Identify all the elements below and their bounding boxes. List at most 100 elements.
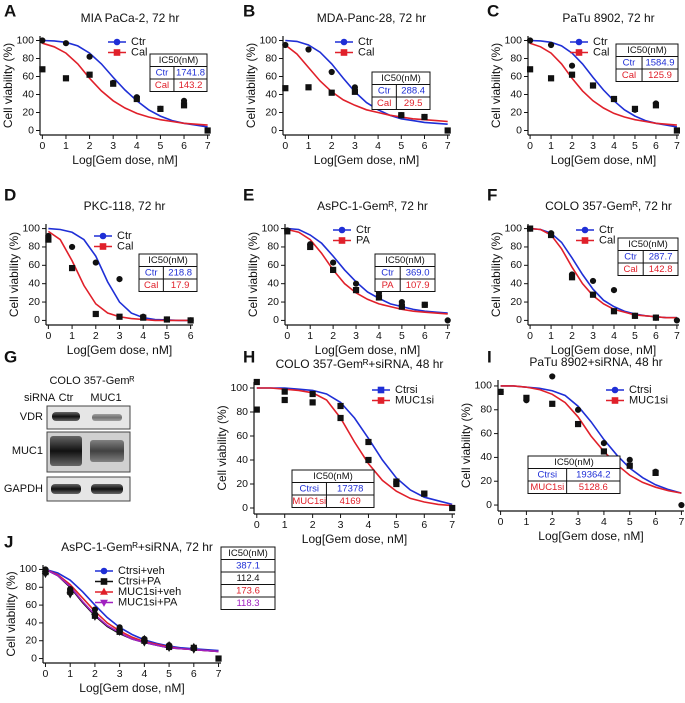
data-point: [116, 275, 123, 283]
data-point: [187, 317, 194, 324]
panel-letter: A: [4, 1, 16, 20]
panel-letter: G: [4, 347, 17, 366]
data-point: [549, 400, 556, 407]
x-tick-label: 4: [140, 330, 146, 342]
x-tick-label: 4: [611, 140, 617, 152]
ic50-header: IC50(nM): [228, 548, 268, 559]
chart-panel: PaTu 8902, 72 hr 0 20 40 60 80 100 0 1 2 3 4 5 6 7 Log[…: [489, 11, 681, 167]
x-tick-label: 7: [674, 330, 680, 342]
data-point: [398, 303, 405, 310]
x-axis-label: Log[Gem dose, nM]: [315, 343, 420, 357]
fit-curve: [256, 387, 453, 506]
x-tick-label: 1: [523, 516, 529, 528]
fit-curve: [256, 387, 453, 507]
y-tick-label: 60: [510, 70, 522, 82]
x-tick-label: 5: [398, 140, 404, 152]
ic50-value: 112.4: [236, 573, 259, 584]
data-point: [68, 243, 76, 251]
y-axis-label: Cell viability (%): [459, 403, 473, 488]
x-tick-label: 6: [181, 140, 187, 152]
data-point: [352, 287, 360, 294]
y-tick-label: 80: [267, 241, 279, 253]
ic50-label: Ctrsi: [299, 483, 319, 494]
ic50-table: [138, 253, 198, 292]
ic50-table: [615, 43, 679, 82]
legend-label: Ctrsi+veh: [118, 565, 165, 577]
x-tick-label: 7: [678, 516, 684, 528]
ic50-value: 173.6: [236, 585, 260, 596]
ic50-header: IC50(nM): [159, 55, 199, 66]
x-tick-label: 4: [134, 140, 140, 152]
data-point: [115, 629, 124, 636]
ic50-header: IC50(nM): [381, 73, 421, 84]
panel-letter: D: [4, 185, 16, 204]
ic50-value: 17378: [337, 483, 363, 494]
fit-curve: [530, 227, 677, 319]
x-tick-label: 0: [39, 140, 45, 152]
x-tick-label: 5: [164, 330, 170, 342]
x-tick-label: 1: [69, 330, 75, 342]
y-tick-label: 40: [28, 277, 40, 289]
data-point: [100, 587, 108, 595]
data-point: [421, 301, 428, 308]
y-tick-label: 100: [230, 382, 248, 394]
data-point: [610, 95, 618, 103]
data-point: [100, 567, 108, 575]
x-axis-label: Log[Gem dose, nM]: [538, 529, 643, 543]
y-tick-label: 40: [236, 454, 248, 466]
x-tick-label: 0: [282, 140, 288, 152]
data-point: [652, 314, 660, 321]
ic50-label: MUC1si: [530, 482, 564, 493]
data-point: [449, 504, 456, 512]
y-tick-label: 20: [28, 296, 40, 308]
fit-curve: [529, 42, 677, 126]
x-axis-label: Log[Gem dose, nM]: [314, 153, 419, 167]
data-point: [377, 386, 385, 394]
data-point: [610, 287, 618, 294]
x-axis-label: Log[Gem dose, nM]: [551, 153, 656, 167]
data-point: [574, 406, 582, 413]
x-tick-label: 5: [157, 140, 163, 152]
legend-label: Ctrsi: [629, 384, 652, 396]
ic50-label: PA: [382, 280, 395, 291]
chart-panel: COLO 357-Gemᴿ+siRNA, 48 hr 0 20 40 60 80 100 0 1…: [215, 357, 456, 546]
data-point: [393, 480, 400, 488]
y-tick-label: 40: [267, 277, 279, 289]
x-tick-label: 6: [653, 140, 659, 152]
data-point: [284, 228, 291, 235]
data-point: [352, 280, 360, 287]
legend-label: Cal: [358, 46, 375, 58]
y-axis-label: Cell viability (%): [489, 43, 503, 128]
y-tick-label: 100: [259, 34, 277, 46]
y-tick-label: 40: [510, 277, 522, 289]
data-point: [337, 414, 344, 422]
data-point: [626, 456, 633, 463]
ic50-table: [617, 237, 679, 276]
y-tick-label: 60: [28, 259, 40, 271]
blot-band: [90, 440, 124, 462]
y-tick-label: 80: [510, 52, 522, 64]
ic50-value: 143.2: [179, 80, 203, 91]
y-tick-label: 60: [25, 599, 37, 611]
data-point: [337, 402, 344, 410]
x-tick-label: 5: [627, 516, 633, 528]
y-tick-label: 20: [22, 106, 34, 118]
x-tick-label: 2: [330, 330, 336, 342]
ic50-value: 17.9: [171, 280, 190, 291]
y-tick-label: 0: [516, 124, 522, 136]
x-tick-label: 0: [43, 668, 49, 680]
y-tick-label: 0: [31, 652, 37, 664]
data-point: [600, 448, 608, 455]
blot-band: [50, 436, 82, 466]
x-tick-label: 0: [527, 330, 533, 342]
data-point: [375, 294, 383, 301]
ic50-value: 118.3: [236, 598, 259, 609]
y-axis-label: Cell viability (%): [489, 232, 503, 317]
data-point: [581, 226, 589, 234]
data-point: [365, 456, 372, 464]
ic50-header: IC50(nM): [554, 457, 594, 468]
protein-label: VDR: [20, 411, 43, 423]
legend-label: Ctr: [117, 230, 132, 242]
data-point: [377, 397, 385, 404]
